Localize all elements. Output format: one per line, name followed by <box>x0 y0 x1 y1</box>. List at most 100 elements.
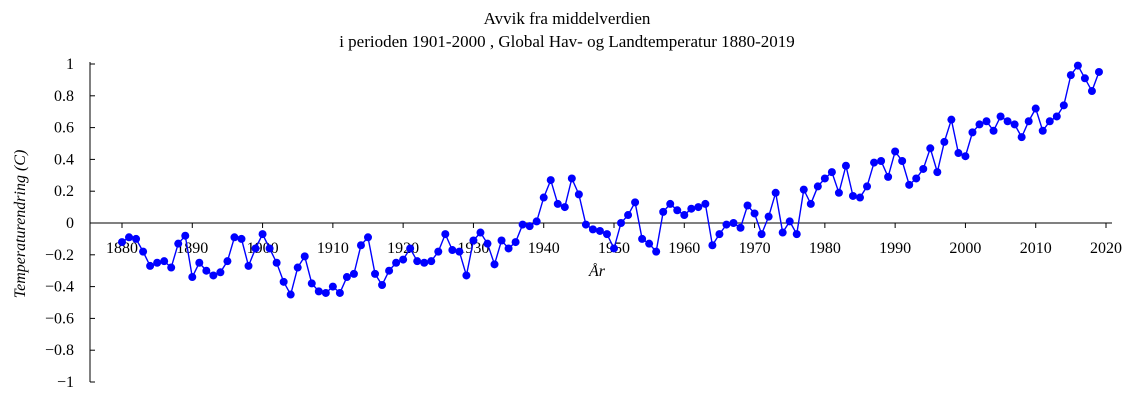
data-point <box>469 236 478 245</box>
data-point <box>532 217 541 226</box>
y-tick-label: −1 <box>57 374 74 391</box>
data-point <box>856 193 864 202</box>
data-point <box>476 228 485 237</box>
data-point <box>1024 117 1033 126</box>
data-point <box>996 112 1005 121</box>
data-point <box>602 230 611 239</box>
data-point <box>244 261 253 270</box>
x-tick-label: 1960 <box>668 240 700 257</box>
data-point <box>891 147 900 156</box>
data-point <box>300 252 309 261</box>
data-point <box>813 182 822 191</box>
data-point <box>778 228 787 237</box>
data-point <box>848 191 857 200</box>
data-point <box>588 225 597 234</box>
data-point <box>631 198 640 207</box>
data-point <box>188 273 197 282</box>
data-point <box>743 201 752 210</box>
y-tick-label: 0 <box>66 215 74 232</box>
data-point <box>434 247 443 256</box>
data-point <box>378 281 387 290</box>
data-point <box>1094 67 1103 76</box>
data-point <box>385 266 394 275</box>
data-point <box>279 277 288 286</box>
data-point <box>560 203 569 212</box>
data-point <box>701 199 710 208</box>
data-point <box>827 168 836 177</box>
data-point <box>1073 61 1082 70</box>
y-tick-label: −0.8 <box>45 342 74 359</box>
data-point <box>1080 74 1089 83</box>
data-point <box>947 115 956 124</box>
y-tick-label: 0.4 <box>54 151 74 168</box>
data-point <box>863 182 872 191</box>
data-point <box>265 244 274 253</box>
data-point <box>420 258 429 267</box>
data-point <box>209 271 218 280</box>
data-point <box>230 233 239 242</box>
data-point <box>1010 120 1019 129</box>
data-point <box>455 247 464 256</box>
chart-title-line-1: Avvik fra middelverdien <box>484 9 651 28</box>
data-point <box>680 211 689 220</box>
data-point <box>1045 117 1054 126</box>
data-point <box>757 230 766 239</box>
data-point <box>729 219 738 227</box>
data-point <box>258 230 267 239</box>
data-point <box>146 261 155 270</box>
data-point <box>708 241 717 250</box>
data-point <box>595 226 604 235</box>
data-point <box>792 230 801 239</box>
data-point <box>539 193 548 202</box>
data-point <box>968 128 977 137</box>
data-point <box>546 176 555 185</box>
data-point <box>926 144 935 153</box>
data-point <box>961 152 970 161</box>
data-point <box>286 290 295 299</box>
x-tick-label: 1940 <box>528 240 560 257</box>
data-point <box>884 172 893 181</box>
data-point <box>715 230 724 239</box>
data-point <box>666 199 675 208</box>
data-point <box>870 158 879 167</box>
series-line <box>121 64 1100 297</box>
data-point <box>652 247 661 256</box>
data-point <box>581 220 590 229</box>
data-point <box>982 117 991 126</box>
data-point <box>820 174 829 183</box>
data-point <box>912 174 921 183</box>
x-tick-label: 1900 <box>247 240 279 257</box>
data-point <box>617 219 626 227</box>
data-point <box>736 223 745 232</box>
data-point <box>202 266 211 275</box>
x-tick-label: 1980 <box>809 240 841 257</box>
y-tick-label: −0.4 <box>45 279 74 296</box>
data-point <box>764 212 773 221</box>
data-point <box>975 120 984 129</box>
data-point <box>349 269 358 278</box>
data-point <box>1031 104 1040 113</box>
x-tick-label: 1890 <box>176 240 208 257</box>
data-point <box>181 231 190 240</box>
data-point <box>687 204 696 213</box>
data-point <box>371 269 380 278</box>
data-point <box>877 156 886 165</box>
x-axis-label: År <box>588 262 606 280</box>
data-point <box>251 244 260 253</box>
x-tick-label: 2010 <box>1020 240 1052 257</box>
data-point <box>799 185 808 194</box>
x-tick-label: 2000 <box>949 240 981 257</box>
x-tick-label: 1880 <box>106 240 138 257</box>
chart-title: Avvik fra middelverdien i perioden 1901-… <box>339 9 795 51</box>
data-point <box>553 199 562 208</box>
data-point <box>1052 112 1061 121</box>
y-axis-ticks: −1 −0.8 −0.6 −0.4 −0.2 0 0.2 0.4 0.6 0.8 1 <box>45 56 95 391</box>
y-tick-label: 1 <box>66 56 74 73</box>
data-point <box>497 236 506 245</box>
data-point <box>518 220 527 229</box>
x-tick-label: 1990 <box>879 240 911 257</box>
data-point <box>483 239 492 248</box>
data-point <box>694 203 703 212</box>
data-point <box>356 241 365 250</box>
data-point <box>216 268 225 277</box>
